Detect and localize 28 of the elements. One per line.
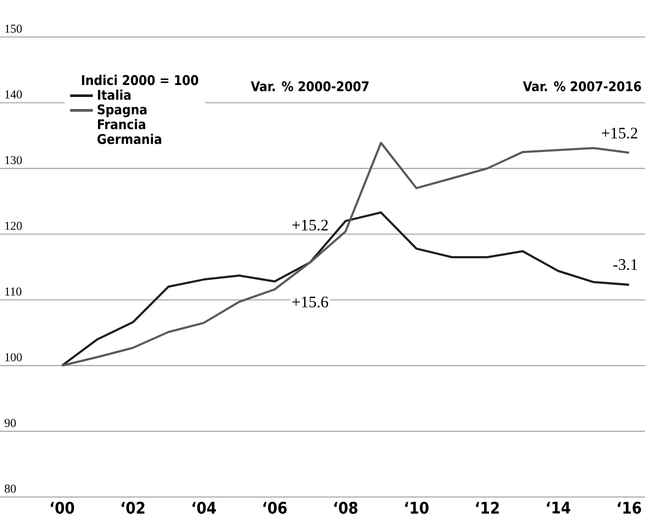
x-tick-label: ‘06 [263,502,287,514]
y-tick-label: 120 [5,222,22,230]
annotation: +15.6 [292,296,328,308]
annotation: +15.2 [292,220,328,231]
y-tick-label: 150 [5,24,22,33]
annotation: Germania [97,134,162,144]
y-tick-label: 90 [4,418,16,428]
legend-label: Italia [98,90,131,100]
annotation: Var. % 2000-2007 [250,81,369,92]
annotation: Francia [98,118,146,130]
x-tick-label: ‘02 [122,502,144,514]
x-tick-label: ‘08 [334,502,358,514]
annotation: -3.1 [613,259,638,270]
legend-label: Spagna [98,104,146,118]
y-tick-label: 130 [5,156,22,164]
annotation: Var. % 2007-2016 [522,81,642,92]
legend-title: Indici 2000 = 100 [82,74,198,86]
x-tick-label: ‘16 [618,502,642,514]
annotation: +15.2 [602,128,638,139]
y-tick-label: 100 [5,353,22,362]
x-tick-label: ‘10 [405,502,428,514]
y-tick-label: 80 [4,484,16,493]
y-tick-label: 140 [5,90,22,98]
x-tick-label: ‘12 [476,502,499,514]
y-tick-label: 110 [5,287,22,296]
x-tick-label: ‘14 [546,502,570,514]
x-tick-label: ‘00 [50,502,74,514]
x-tick-label: ‘04 [192,502,216,514]
